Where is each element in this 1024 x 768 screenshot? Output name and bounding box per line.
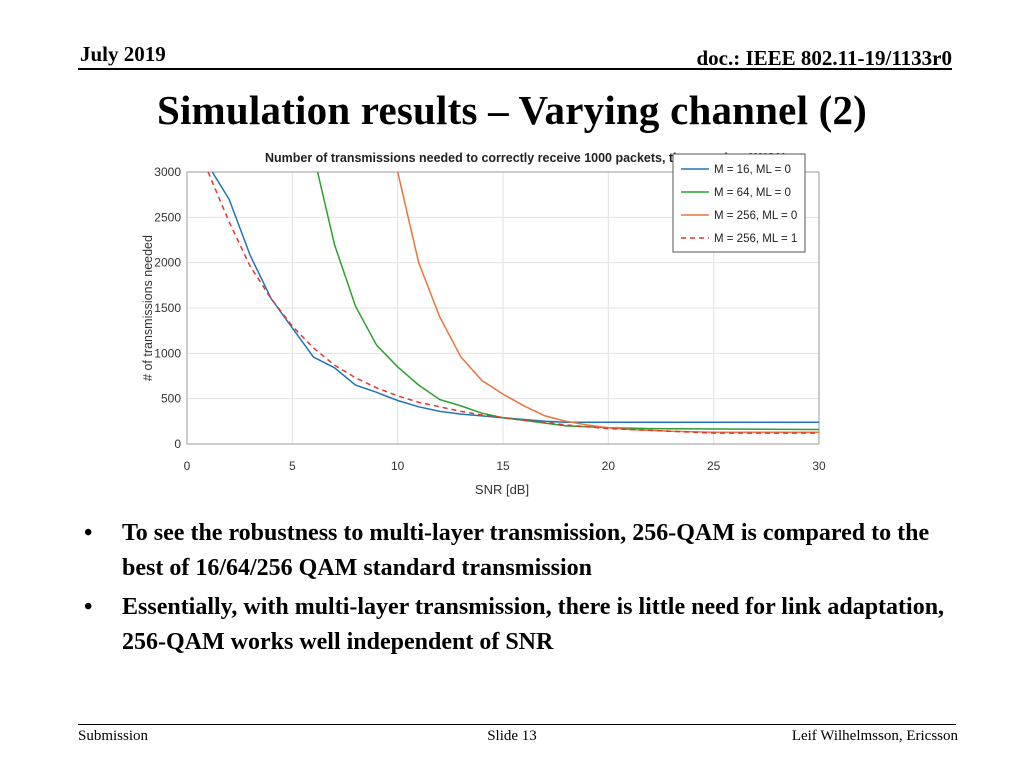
footer-submission: Submission — [78, 728, 149, 744]
bullet-glyph: • — [84, 520, 93, 546]
chart-plot-frame — [186, 171, 820, 445]
chart-y-tick-label: 2500 — [154, 210, 181, 224]
chart-x-tick-label: 5 — [289, 459, 296, 473]
chart-y-tick-label: 0 — [174, 437, 181, 451]
bullet-list: • To see the robustness to multi-layer t… — [80, 516, 960, 664]
chart-y-tick-label: 2000 — [154, 256, 181, 270]
chart-x-tick-label: 30 — [812, 459, 826, 473]
chart-x-tick-label: 10 — [391, 459, 405, 473]
chart-x-tick-label: 15 — [496, 459, 510, 473]
chart-series-line — [211, 172, 819, 423]
chart-x-tick-label: 25 — [707, 459, 721, 473]
chart-legend-label: M = 256, ML = 0 — [714, 210, 797, 222]
chart-legend-label: M = 64, ML = 0 — [714, 187, 791, 199]
chart-legend-label: M = 16, ML = 0 — [714, 164, 791, 176]
chart-x-axis-label: SNR [dB] — [475, 482, 529, 497]
header-rule — [78, 68, 952, 70]
footer-author: Leif Wilhelmsson, Ericsson — [791, 728, 958, 744]
bullet-item: • To see the robustness to multi-layer t… — [80, 516, 960, 586]
bullet-item: • Essentially, with multi-layer transmis… — [80, 590, 960, 660]
chart-y-tick-label: 500 — [161, 392, 181, 406]
chart-legend-box — [672, 153, 806, 253]
slide-title: Simulation results – Varying channel (2) — [156, 87, 868, 133]
chart-lines — [207, 172, 819, 434]
bullet-glyph: • — [84, 594, 93, 620]
chart-y-axis-label: # of transmissions needed — [141, 235, 155, 381]
chart-x-tick-label: 0 — [184, 459, 191, 473]
bullet-text: To see the robustness to multi-layer tra… — [122, 520, 930, 581]
chart-legend-label: M = 256, ML = 1 — [714, 233, 797, 245]
bullet-text: Essentially, with multi-layer transmissi… — [122, 594, 945, 655]
chart-y-tick-label: 3000 — [154, 165, 181, 179]
footer-slide-number: Slide 13 — [487, 728, 537, 744]
header-doc-id: doc.: IEEE 802.11-19/1133r0 — [696, 46, 952, 70]
chart-x-tick-label: 20 — [602, 459, 616, 473]
chart-legend: M = 16, ML = 0 M = 64, ML = 0 M = 256, ML … — [672, 153, 806, 253]
header-date: July 2019 — [80, 42, 166, 66]
chart-ticks: 0 5 10 15 20 25 30 0 500 1000 1500 2000 2500 3000 — [154, 165, 826, 473]
chart-series-line — [207, 172, 819, 434]
chart-title: Number of transmissions needed to correc… — [265, 151, 785, 165]
chart-y-tick-label: 1000 — [154, 346, 181, 360]
chart-y-tick-label: 1500 — [154, 301, 181, 315]
footer-rule — [78, 724, 956, 725]
